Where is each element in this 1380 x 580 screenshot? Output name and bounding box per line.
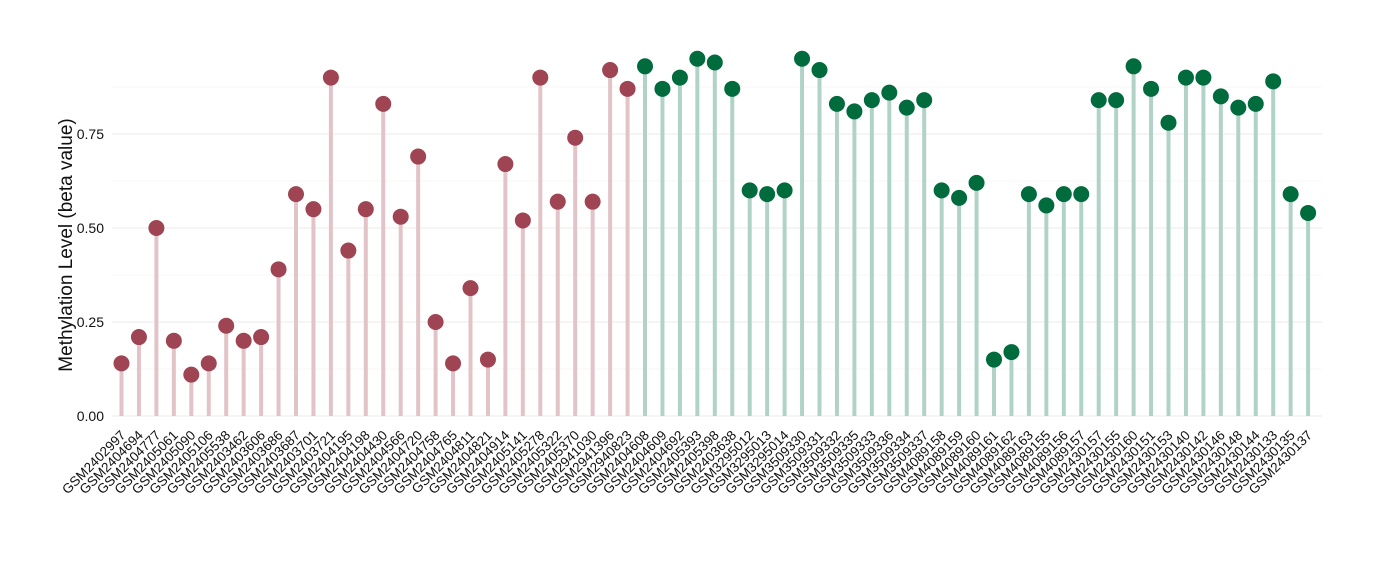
y-tick-label: 0.25 [77, 314, 104, 330]
lollipop-point [584, 193, 601, 210]
lollipop-point [1055, 186, 1072, 203]
lollipop-point [933, 182, 950, 199]
lollipop-point [968, 174, 985, 191]
lollipop-point [1038, 197, 1055, 214]
lollipop-point [305, 201, 322, 218]
lollipop-point [1195, 69, 1212, 86]
lollipop-stems [119, 58, 1311, 416]
lollipop-point [1143, 80, 1160, 97]
lollipop-point [619, 80, 636, 97]
x-axis-labels: GSM2402997GSM2404694GSM2404777GSM2405061… [59, 427, 1315, 497]
lollipop-point [759, 186, 776, 203]
lollipop-point [253, 329, 270, 346]
lollipop-point [1300, 204, 1317, 221]
lollipop-point [828, 95, 845, 112]
lollipop-point [951, 189, 968, 206]
y-axis-ticks: 0.00 0.25 0.50 0.75 [77, 126, 104, 424]
lollipop-point [741, 182, 758, 199]
lollipop-point [602, 62, 619, 79]
lollipop-point [1177, 69, 1194, 86]
lollipop-point [165, 332, 182, 349]
lollipop-point [1073, 186, 1090, 203]
lollipop-point [671, 69, 688, 86]
lollipop-point [811, 62, 828, 79]
lollipop-point [514, 212, 531, 229]
lollipop-point [462, 280, 479, 297]
lollipop-point [235, 332, 252, 349]
lollipop-point [549, 193, 566, 210]
lollipop-point [288, 186, 304, 203]
lollipop-point [1247, 95, 1264, 112]
lollipop-point [479, 351, 496, 368]
lollipop-point [497, 156, 514, 173]
lollipop-point [392, 208, 409, 225]
lollipop-point [654, 80, 671, 97]
lollipop-point [986, 351, 1002, 368]
lollipop-point [1090, 92, 1107, 109]
lollipop-point [689, 50, 706, 67]
lollipop-point [148, 219, 165, 236]
lollipop-point [1125, 58, 1142, 75]
lollipop-point [724, 80, 741, 97]
lollipop-point [637, 58, 653, 75]
lollipop-point [863, 92, 880, 109]
lollipop-point [1160, 114, 1177, 131]
lollipop-point [1108, 92, 1125, 109]
lollipop-point [200, 355, 217, 372]
y-axis-title: Methylation Level (beta value) [56, 118, 77, 371]
lollipop-point [1265, 73, 1282, 90]
lollipop-point [1230, 99, 1247, 116]
lollipop-point [1020, 186, 1037, 203]
lollipop-point [113, 355, 130, 372]
lollipop-point [130, 329, 147, 346]
lollipop-point [567, 129, 584, 146]
lollipop-point [532, 69, 549, 86]
lollipop-points [113, 50, 1317, 383]
lollipop-point [776, 182, 793, 199]
lollipop-point [706, 54, 723, 71]
y-tick-label: 0.00 [77, 408, 104, 424]
lollipop-point [1003, 344, 1020, 361]
lollipop-point [183, 366, 200, 383]
y-tick-label: 0.50 [77, 220, 104, 236]
lollipop-point [846, 103, 863, 120]
lollipop-point [881, 84, 898, 101]
lollipop-point [270, 261, 287, 278]
lollipop-point [218, 317, 235, 334]
lollipop-point [898, 99, 915, 116]
lollipop-point [794, 50, 811, 67]
lollipop-point [916, 92, 933, 109]
lollipop-point [357, 201, 374, 218]
lollipop-point [375, 95, 392, 112]
lollipop-point [340, 242, 357, 259]
grid-lines [112, 86, 1322, 417]
y-tick-label: 0.75 [77, 126, 104, 142]
lollipop-point [410, 148, 427, 165]
lollipop-point [427, 313, 444, 330]
lollipop-point [322, 69, 339, 86]
lollipop-point [1282, 186, 1299, 203]
lollipop-point [445, 355, 462, 372]
lollipop-point [1212, 88, 1229, 105]
